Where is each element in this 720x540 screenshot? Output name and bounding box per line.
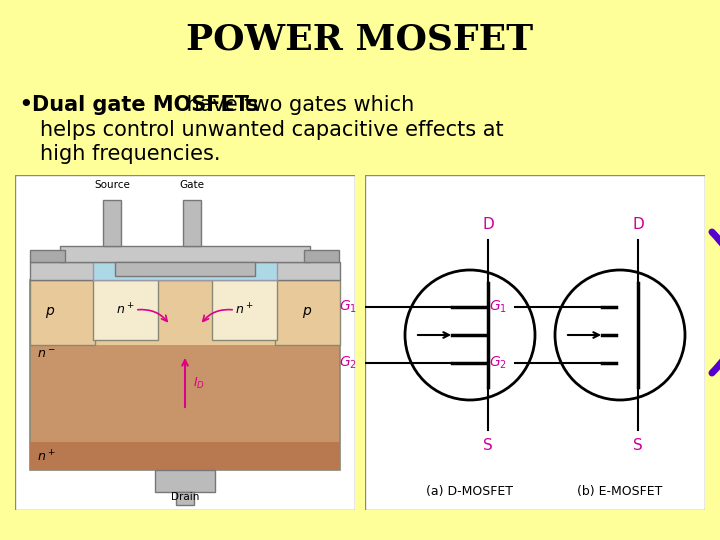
Bar xyxy=(183,200,201,246)
Bar xyxy=(30,280,340,345)
Circle shape xyxy=(555,270,685,400)
Bar xyxy=(304,250,339,262)
Text: helps control unwanted capacitive effects at: helps control unwanted capacitive effect… xyxy=(40,120,503,140)
Text: D: D xyxy=(482,217,494,232)
Text: $G_1$: $G_1$ xyxy=(489,299,507,315)
Text: (b) E-MOSFET: (b) E-MOSFET xyxy=(577,485,662,498)
Circle shape xyxy=(405,270,535,400)
Text: $I_D$: $I_D$ xyxy=(193,375,205,390)
Text: $G_1$: $G_1$ xyxy=(339,299,357,315)
Bar xyxy=(115,262,255,276)
Text: $n^+$: $n^+$ xyxy=(116,302,135,318)
Bar xyxy=(30,250,65,262)
Bar xyxy=(93,280,158,340)
Text: S: S xyxy=(633,438,643,453)
Text: Source: Source xyxy=(94,180,130,190)
Text: $p$: $p$ xyxy=(45,305,55,320)
Text: Dual gate MOSFETs: Dual gate MOSFETs xyxy=(32,95,258,115)
Text: $n^+$: $n^+$ xyxy=(235,302,253,318)
Bar xyxy=(176,492,194,505)
Bar xyxy=(212,280,277,340)
Bar xyxy=(30,280,340,470)
Text: $p$: $p$ xyxy=(302,305,312,320)
Bar xyxy=(30,280,95,345)
Bar xyxy=(93,262,277,280)
Text: $G_2$: $G_2$ xyxy=(489,355,507,371)
Text: Drain: Drain xyxy=(171,492,199,502)
Bar xyxy=(155,470,215,492)
Text: S: S xyxy=(483,438,493,453)
Bar xyxy=(30,442,340,470)
Text: (a) D-MOSFET: (a) D-MOSFET xyxy=(426,485,513,498)
Text: $G_2$: $G_2$ xyxy=(339,355,357,371)
Bar xyxy=(275,280,340,345)
Text: $n^-$: $n^-$ xyxy=(37,348,55,361)
Text: •: • xyxy=(18,93,32,117)
Text: high frequencies.: high frequencies. xyxy=(40,144,220,164)
Text: $n^+$: $n^+$ xyxy=(37,449,55,464)
Bar xyxy=(30,262,340,280)
Bar xyxy=(103,200,121,246)
Text: D: D xyxy=(632,217,644,232)
Text: have two gates which: have two gates which xyxy=(180,95,414,115)
Text: POWER MOSFET: POWER MOSFET xyxy=(186,23,534,57)
Bar xyxy=(60,246,310,262)
Text: Gate: Gate xyxy=(179,180,204,190)
